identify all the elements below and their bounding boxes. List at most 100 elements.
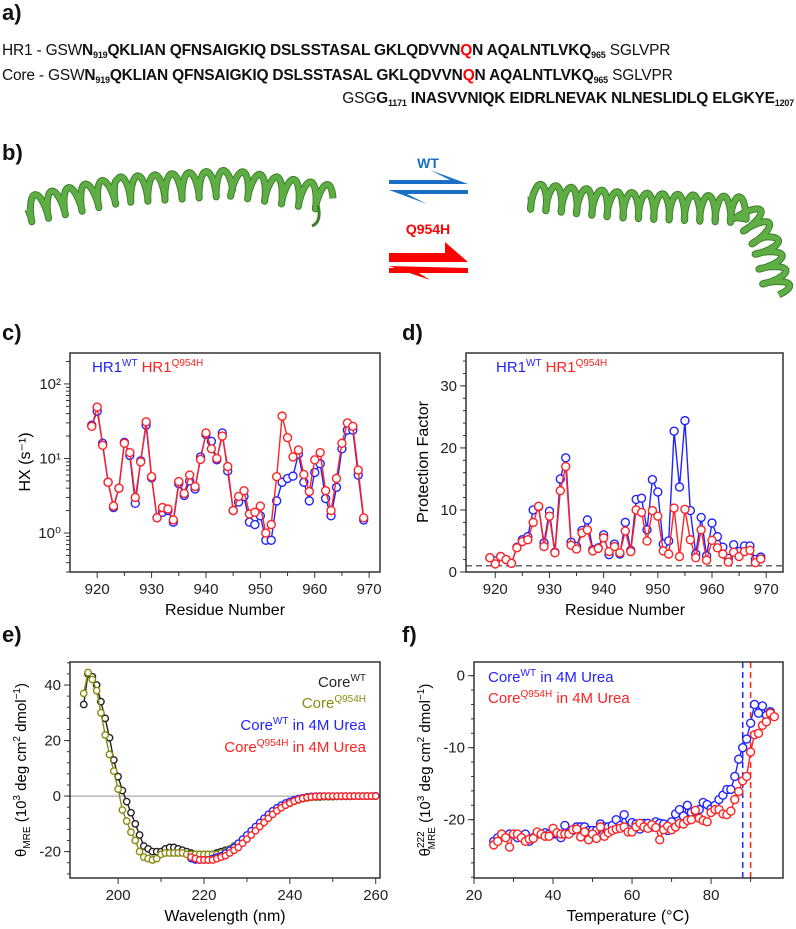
ylabel-part: dmol bbox=[417, 700, 434, 737]
data-point bbox=[615, 548, 625, 558]
y-tick-label: -20 bbox=[443, 812, 465, 829]
data-point bbox=[528, 517, 538, 528]
data-point bbox=[127, 828, 135, 837]
data-point bbox=[620, 526, 631, 536]
data-point bbox=[619, 809, 629, 820]
data-point bbox=[304, 496, 314, 506]
ylabel-part: (10 bbox=[13, 801, 30, 827]
data-point bbox=[97, 708, 105, 717]
data-point bbox=[636, 493, 647, 503]
data-point bbox=[109, 767, 118, 776]
y-tick-label: 0 bbox=[457, 668, 465, 685]
data-point bbox=[647, 474, 658, 485]
data-point bbox=[320, 485, 331, 496]
data-point bbox=[609, 541, 620, 552]
series-core-q954h-in-4m-urea bbox=[187, 792, 380, 864]
data-point bbox=[79, 689, 88, 698]
data-point bbox=[92, 402, 102, 412]
data-point bbox=[734, 754, 744, 764]
data-point bbox=[550, 548, 560, 558]
data-point bbox=[653, 487, 663, 497]
plot-area: 200 220 240 260 -20 0 20 40 bbox=[39, 662, 388, 904]
data-point bbox=[745, 747, 756, 757]
sequence-segment: N AQALNTLVKQ bbox=[474, 67, 594, 84]
data-point bbox=[114, 483, 124, 493]
data-point bbox=[685, 535, 696, 545]
plot-frame bbox=[473, 661, 784, 879]
x-tick-label: 80 bbox=[703, 887, 720, 904]
data-point bbox=[686, 814, 697, 825]
ylabel-sub: MRE bbox=[427, 827, 438, 850]
x-tick-label: 40 bbox=[545, 887, 562, 904]
data-point bbox=[168, 515, 179, 525]
data-point bbox=[304, 486, 314, 497]
ylabel-part: deg cm bbox=[13, 742, 30, 795]
panel-label-e: e) bbox=[2, 622, 22, 647]
y-tick-label: -20 bbox=[39, 844, 61, 861]
panel-label-d: d) bbox=[402, 320, 423, 345]
data-point bbox=[582, 525, 593, 535]
helix-outline bbox=[527, 180, 794, 299]
mutation-site-residue: Q bbox=[462, 67, 475, 84]
plot-area: 920 930 940 950 960 970 0 10 20 30 bbox=[440, 360, 783, 598]
helix-structure-wt bbox=[24, 166, 337, 228]
data-point bbox=[174, 476, 184, 487]
sequence-segment: QKLIAN QFNSAIGKIQ DSLSSTASAL GKLQDVVN bbox=[107, 42, 461, 59]
data-point bbox=[122, 817, 131, 825]
sequence-segment: SGLVPR bbox=[605, 42, 671, 59]
data-point bbox=[79, 700, 88, 709]
x-axis-label: Residue Number bbox=[565, 602, 686, 619]
data-point bbox=[315, 447, 325, 458]
panel-label-a: a) bbox=[2, 0, 22, 25]
data-point bbox=[310, 455, 320, 465]
legend-mutant: HR1 bbox=[546, 359, 576, 376]
data-point bbox=[277, 411, 287, 421]
y-tick-label: 40 bbox=[44, 677, 61, 694]
sequence-core: Core - GSWN919QKLIAN QFNSAIGKIQ DSLSSTAS… bbox=[2, 67, 673, 85]
data-point bbox=[108, 501, 119, 511]
data-point bbox=[118, 806, 127, 814]
legend-mutant-sup: Q954H bbox=[576, 358, 608, 369]
x-tick-label: 950 bbox=[248, 581, 273, 598]
data-point bbox=[135, 831, 144, 839]
data-point bbox=[669, 503, 679, 513]
data-point bbox=[348, 421, 358, 432]
data-point bbox=[101, 731, 110, 739]
data-point bbox=[506, 558, 517, 569]
x-tick-label: 930 bbox=[139, 581, 164, 598]
plot-frame bbox=[465, 352, 784, 573]
legend-core-q954h-urea: CoreQ954H in 4M Urea bbox=[224, 738, 366, 756]
ylabel-sup: 3 bbox=[12, 795, 23, 801]
residue-number: 965 bbox=[593, 75, 609, 85]
sequence-segment: GSG bbox=[342, 90, 377, 107]
data-point bbox=[261, 528, 271, 538]
cd-spectra-chart: Wavelength (nm) θMRE (103 deg cm2 dmol−1… bbox=[12, 661, 388, 925]
x-tick-label: 970 bbox=[357, 581, 382, 598]
plot-area: 20 40 60 80 -20 -10 0 bbox=[443, 662, 780, 904]
data-point bbox=[266, 519, 276, 530]
data-point bbox=[122, 797, 131, 806]
data-point bbox=[539, 541, 549, 552]
data-point bbox=[105, 750, 114, 759]
data-point bbox=[103, 477, 113, 487]
data-point bbox=[337, 438, 347, 448]
series-core-q954h-in-4m-urea bbox=[489, 708, 780, 852]
data-point bbox=[572, 824, 582, 834]
helix-structure-mutant bbox=[527, 180, 794, 299]
x-axis-label: Wavelength (nm) bbox=[164, 908, 285, 925]
mutant-equilibrium-arrows-icon bbox=[389, 242, 468, 280]
x-tick-label: 20 bbox=[466, 887, 483, 904]
data-point bbox=[579, 827, 590, 837]
ylabel-sup: 3 bbox=[416, 795, 427, 801]
data-point bbox=[636, 507, 647, 518]
panel-label-b: b) bbox=[2, 140, 23, 165]
residue-number: 919 bbox=[93, 50, 108, 60]
ylabel-theta: θ bbox=[13, 849, 30, 857]
ylabel-part: (10 bbox=[417, 801, 434, 827]
sequence-segment: N AQALNTLVKQ bbox=[472, 42, 592, 59]
data-point bbox=[141, 417, 151, 427]
data-point bbox=[745, 718, 756, 728]
plot-frame bbox=[69, 352, 381, 573]
legend-core-q954h: CoreQ954H bbox=[302, 694, 366, 712]
data-point bbox=[195, 454, 206, 465]
